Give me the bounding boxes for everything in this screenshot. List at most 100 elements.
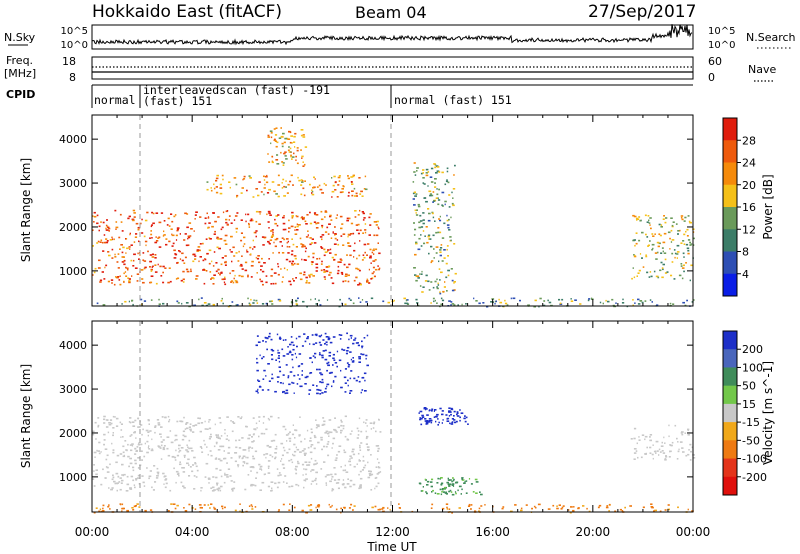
power-echo-cell (337, 265, 340, 268)
velocity-echo-cell (275, 445, 278, 448)
velocity-echo-cell (164, 479, 167, 481)
power-echo-cell (269, 130, 273, 132)
velocity-echo-cell (149, 430, 152, 432)
power-echo-cell (359, 283, 362, 286)
power-echo-cell (118, 279, 121, 281)
velocity-echo-cell (430, 485, 433, 488)
power-echo-cell (183, 239, 186, 241)
velocity-echo-cell (366, 334, 369, 337)
power-echo-cell (235, 281, 239, 284)
velocity-echo-cell (328, 435, 330, 437)
velocity-echo-cell (640, 456, 643, 459)
power-echo-cell (504, 299, 506, 302)
velocity-echo-cell (97, 417, 100, 419)
power-echo-cell (239, 265, 243, 267)
power-echo-cell (171, 234, 175, 237)
velocity-echo-cell (268, 380, 271, 382)
velocity-echo-cell (174, 439, 176, 442)
velocity-echo-cell (97, 424, 100, 427)
power-echo-cell (248, 226, 251, 228)
velocity-echo-cell (108, 422, 111, 424)
power-echo-cell (375, 224, 378, 226)
velocity-echo-cell (676, 437, 678, 440)
power-echo-cell (689, 241, 691, 244)
velocity-echo-cell (141, 433, 143, 436)
power-echo-cell (527, 304, 530, 306)
velocity-echo-cell (165, 482, 168, 485)
velocity-echo-cell (419, 417, 421, 419)
velocity-echo-cell (189, 423, 192, 425)
velocity-echo-cell (365, 419, 368, 421)
velocity-echo-cell (131, 443, 134, 445)
colorbar-swatch (723, 331, 737, 350)
velocity-echo-cell (293, 443, 296, 446)
velocity-echo-cell (448, 490, 451, 493)
velocity-echo-cell (164, 416, 167, 419)
power-echo-cell (113, 238, 115, 241)
power-echo-cell (273, 190, 276, 193)
power-echo-cell (324, 251, 328, 253)
power-echo-cell (210, 187, 212, 189)
power-echo-cell (266, 174, 268, 177)
velocity-echo-cell (279, 336, 281, 339)
power-echo-cell (302, 300, 305, 303)
velocity-echo-cell (176, 504, 179, 507)
power-echo-cell (632, 299, 634, 301)
power-echo-cell (104, 266, 106, 269)
power-echo-cell (258, 211, 262, 213)
velocity-echo-cell (326, 443, 329, 445)
velocity-echo-cell (268, 446, 272, 448)
velocity-echo-cell (288, 448, 291, 451)
power-echo-cell (633, 215, 637, 218)
power-echo-cell (108, 230, 110, 232)
velocity-echo-cell (271, 487, 273, 490)
velocity-echo-cell (434, 492, 437, 494)
power-echo-cell (267, 221, 270, 223)
power-echo-cell (127, 277, 130, 279)
velocity-echo-cell (424, 418, 427, 420)
velocity-echo-cell (352, 342, 355, 345)
velocity-echo-cell (326, 383, 330, 386)
power-echo-cell (261, 257, 263, 260)
power-echo-cell (327, 250, 329, 253)
power-echo-cell (373, 221, 377, 223)
power-echo-cell (134, 267, 138, 269)
velocity-echo-cell (109, 463, 111, 466)
power-echo-cell (660, 224, 663, 226)
velocity-echo-cell (350, 370, 353, 372)
power-echo-cell (337, 184, 340, 186)
power-echo-cell (284, 228, 287, 231)
velocity-echo-cell (250, 484, 253, 487)
velocity-echo-cell (252, 440, 255, 442)
power-echo-cell (285, 186, 287, 188)
velocity-echo-cell (279, 370, 282, 373)
velocity-echo-cell (130, 449, 133, 452)
velocity-echo-cell (261, 469, 263, 471)
velocity-echo-cell (288, 383, 291, 386)
power-echo-cell (219, 238, 223, 240)
power-echo-cell (271, 229, 274, 231)
velocity-echo-cell (281, 463, 285, 466)
power-echo-cell (436, 302, 438, 304)
velocity-echo-cell (184, 456, 186, 458)
velocity-echo-cell (681, 431, 684, 433)
velocity-echo-cell (180, 481, 183, 484)
velocity-echo-cell (321, 356, 324, 359)
velocity-echo-cell (323, 461, 326, 463)
velocity-echo-cell (652, 444, 654, 446)
power-echo-cell (361, 259, 364, 261)
velocity-echo-cell (121, 503, 124, 506)
power-echo-cell (124, 259, 126, 262)
power-echo-cell (445, 276, 448, 279)
velocity-echo-cell (341, 348, 343, 351)
cpid-segment-0: normal (94, 93, 136, 107)
velocity-echo-cell (360, 391, 362, 394)
velocity-echo-cell (654, 509, 657, 512)
velocity-echo-cell (340, 424, 343, 427)
velocity-echo-cell (278, 366, 281, 368)
velocity-echo-cell (289, 431, 291, 433)
power-echo-cell (359, 240, 361, 242)
power-echo-cell (127, 268, 129, 271)
velocity-echo-cell (344, 391, 347, 393)
